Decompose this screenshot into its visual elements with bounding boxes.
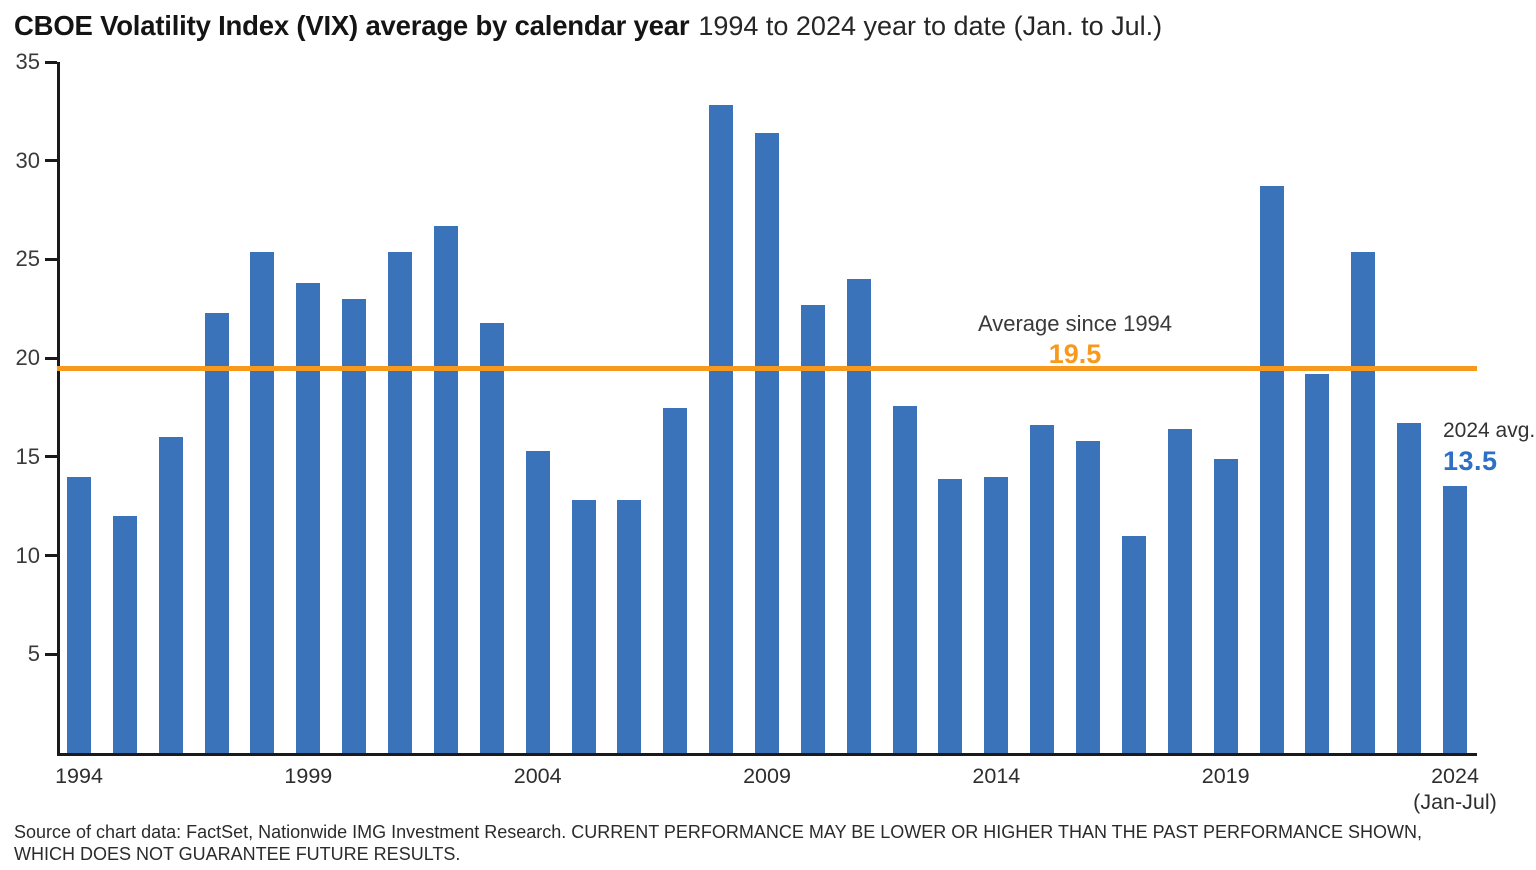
y-axis-label: 5 xyxy=(27,641,40,667)
bar-1994 xyxy=(67,476,91,753)
y-axis-label: 10 xyxy=(15,542,40,568)
bar-2022 xyxy=(1351,251,1376,753)
bar-2019 xyxy=(1213,458,1238,753)
bar-1999 xyxy=(296,283,321,753)
x-axis-label-1994: 1994 xyxy=(55,764,103,788)
bar-2011 xyxy=(846,279,871,753)
x-axis-label-2009: 2009 xyxy=(743,764,791,788)
x-axis-label-2024: 2024 xyxy=(1431,764,1479,788)
average-annotation: Average since 1994 19.5 xyxy=(925,311,1225,370)
ytd-avg-label: 2024 avg. xyxy=(1443,419,1536,442)
y-axis-label: 35 xyxy=(15,49,40,74)
y-axis-label: 30 xyxy=(15,147,40,173)
bar-2020 xyxy=(1259,186,1284,753)
y-axis-label: 15 xyxy=(15,443,40,469)
y-axis-label: 20 xyxy=(15,345,40,371)
chart-title-subtitle: 1994 to 2024 year to date (Jan. to Jul.) xyxy=(698,11,1163,41)
y-axis-tick xyxy=(45,257,57,261)
y-axis-tick xyxy=(45,554,57,558)
source-disclaimer-line1: Source of chart data: FactSet, Nationwid… xyxy=(14,822,1423,842)
bar-1998 xyxy=(250,251,275,753)
bar-2005 xyxy=(571,500,596,753)
bar-1997 xyxy=(204,312,229,753)
bar-2008 xyxy=(709,105,734,753)
bar-2007 xyxy=(663,407,688,753)
bar-2024 xyxy=(1443,486,1467,753)
bar-2018 xyxy=(1167,429,1192,753)
ytd-avg-value: 13.5 xyxy=(1443,446,1498,476)
chart-title: CBOE Volatility Index (VIX) average by c… xyxy=(14,10,1162,42)
bar-1995 xyxy=(112,516,137,753)
x-axis-label-2019: 2019 xyxy=(1201,764,1250,788)
bar-2023 xyxy=(1397,423,1422,753)
bar-2016 xyxy=(1076,441,1101,753)
x-axis-label-ytd-note: (Jan-Jul) xyxy=(1413,790,1497,814)
bar-2003 xyxy=(479,322,504,753)
ytd-annotation: 2024 avg. 13.5 xyxy=(1443,419,1535,477)
y-axis-tick xyxy=(45,356,57,360)
bar-2010 xyxy=(800,304,825,753)
bar-2014 xyxy=(984,476,1009,753)
bar-2012 xyxy=(892,405,917,753)
x-axis-label-1999: 1999 xyxy=(284,764,333,788)
x-axis-label-2004: 2004 xyxy=(513,764,562,788)
bar-2021 xyxy=(1305,373,1330,753)
y-axis-label: 25 xyxy=(15,246,40,272)
bar-2001 xyxy=(388,251,413,753)
source-disclaimer: Source of chart data: FactSet, Nationwid… xyxy=(14,821,1422,865)
plot-area xyxy=(57,62,1477,756)
bar-1996 xyxy=(158,437,183,753)
bar-2009 xyxy=(755,133,779,753)
chart-title-main: CBOE Volatility Index (VIX) average by c… xyxy=(14,10,690,41)
source-disclaimer-line2: WHICH DOES NOT GUARANTEE FUTURE RESULTS. xyxy=(14,844,461,864)
y-axis-tick xyxy=(45,652,57,656)
y-axis-tick xyxy=(45,159,57,163)
bar-2015 xyxy=(1030,425,1055,753)
average-reference-line xyxy=(57,365,1477,371)
bar-2004 xyxy=(525,450,550,753)
bar-2002 xyxy=(433,225,458,753)
y-axis-tick xyxy=(45,60,57,64)
bar-2013 xyxy=(938,478,963,753)
x-axis-label-2014: 2014 xyxy=(972,764,1021,788)
average-line-value: 19.5 xyxy=(1048,339,1102,369)
y-axis-tick xyxy=(45,455,57,459)
bar-2017 xyxy=(1121,535,1146,753)
average-line-label: Average since 1994 xyxy=(977,311,1173,336)
bar-2000 xyxy=(342,298,367,753)
bar-2006 xyxy=(617,500,642,753)
